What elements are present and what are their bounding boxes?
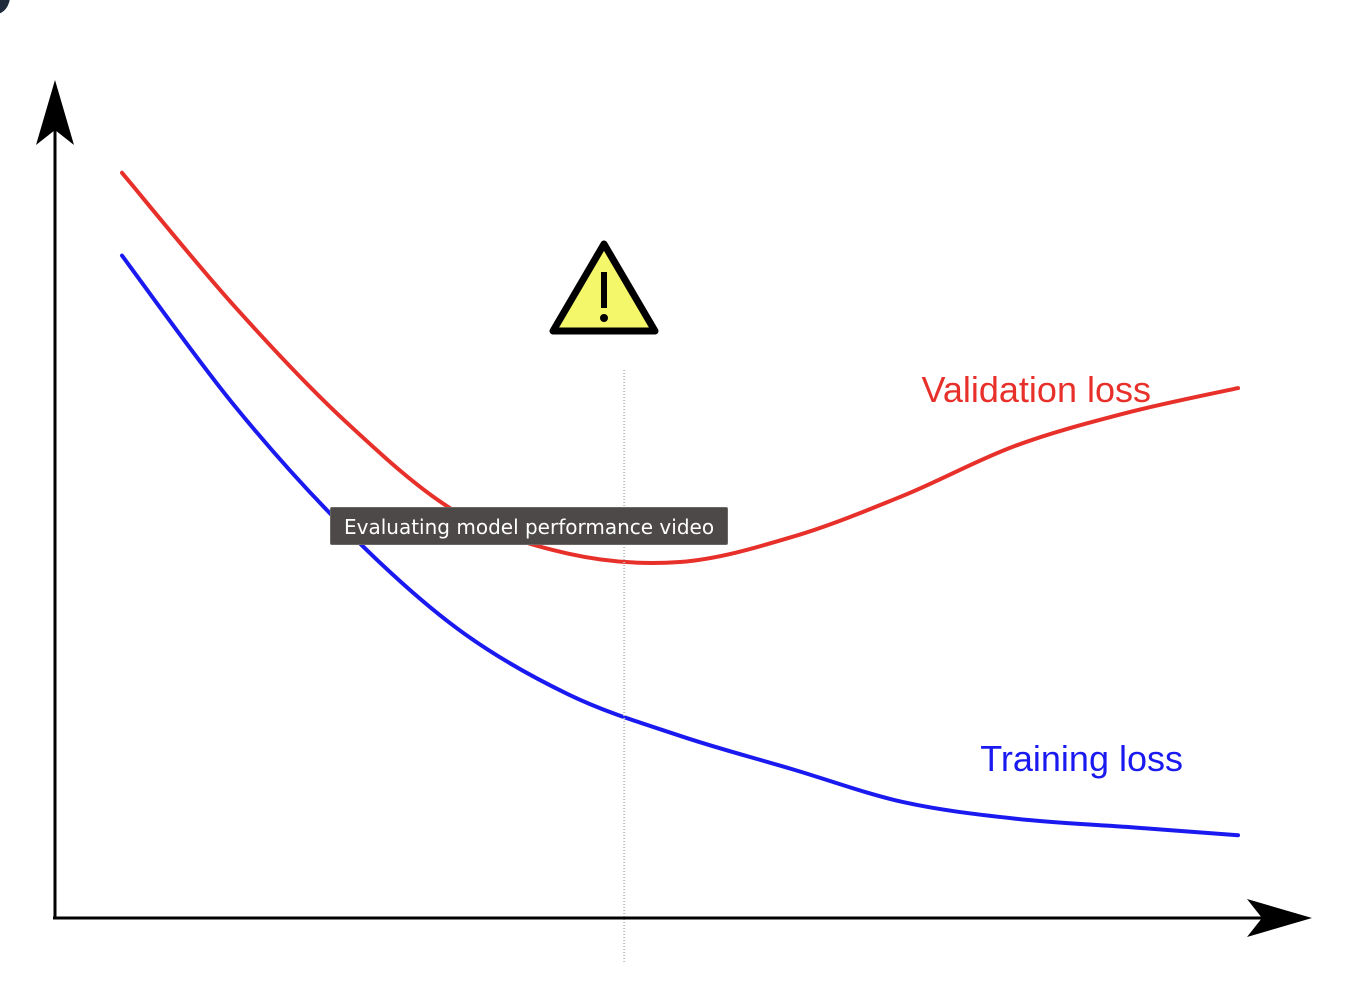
- warning-triangle-icon: [549, 240, 659, 335]
- x-axis-arrowhead: [1247, 899, 1312, 937]
- training-loss-label: Training loss: [980, 738, 1183, 779]
- axes: [36, 80, 1312, 937]
- y-axis-arrowhead: [36, 80, 74, 145]
- validation-loss-label: Validation loss: [922, 369, 1151, 410]
- training-loss-line: [120, 253, 1240, 838]
- corner-button-edge[interactable]: [0, 0, 10, 14]
- tooltip: Evaluating model performance video: [330, 507, 729, 545]
- series-lines: [120, 170, 1240, 838]
- validation-loss-line: [120, 170, 1240, 566]
